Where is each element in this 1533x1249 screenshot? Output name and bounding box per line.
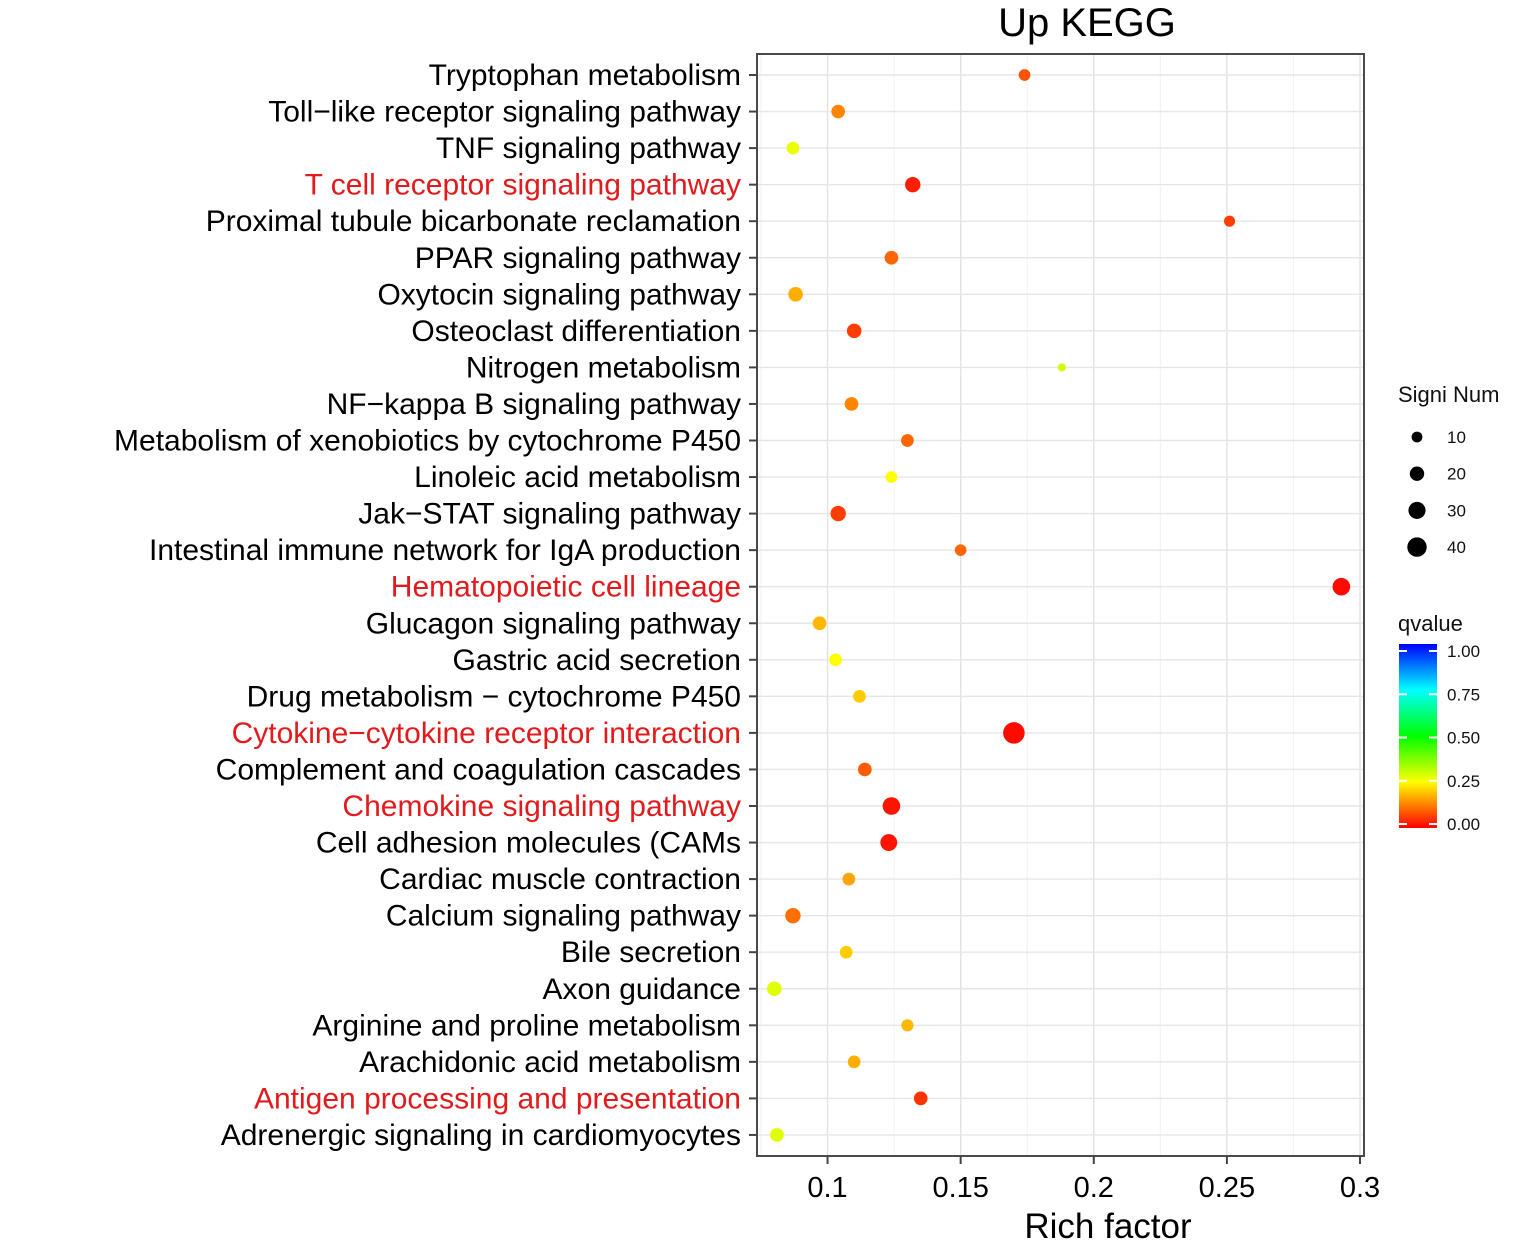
data-point: Osteoclast differentiation bbox=[846, 323, 862, 339]
data-point: Oxytocin signaling pathway bbox=[788, 287, 803, 302]
data-point: Complement and coagulation cascades bbox=[857, 762, 872, 777]
x-axis: 0.1 0.15 0.2 0.25 0.3 bbox=[807, 1156, 1380, 1204]
y-tick-label: Hematopoietic cell lineage bbox=[391, 571, 741, 604]
qvalue-colorbar bbox=[1399, 644, 1437, 828]
size-legend-key bbox=[1411, 431, 1423, 443]
y-tick-label: Chemokine signaling pathway bbox=[342, 790, 741, 823]
y-tick-label: Axon guidance bbox=[543, 973, 742, 1006]
y-tick-label: Glucagon signaling pathway bbox=[366, 607, 741, 640]
y-tick-label: TNF signaling pathway bbox=[436, 132, 741, 165]
data-point: Gastric acid secretion bbox=[829, 653, 842, 667]
y-tick-label: Jak−STAT signaling pathway bbox=[358, 498, 741, 531]
y-tick-label: Arachidonic acid metabolism bbox=[359, 1046, 741, 1079]
colorbar-label: 0.00 bbox=[1447, 815, 1480, 834]
data-points: Tryptophan metabolism Toll−like receptor … bbox=[767, 69, 1351, 1142]
data-point: Arachidonic acid metabolism bbox=[847, 1055, 861, 1069]
data-point: Nitrogen metabolism bbox=[1057, 363, 1066, 372]
data-point: TNF signaling pathway bbox=[786, 141, 800, 155]
colorbar-label: 0.25 bbox=[1447, 772, 1480, 791]
size-legend-label: 40 bbox=[1447, 538, 1466, 557]
data-point: Cell adhesion molecules (CAMs bbox=[880, 834, 898, 852]
data-point: Linoleic acid metabolism bbox=[885, 471, 898, 483]
plot-panel-border bbox=[756, 53, 1365, 1157]
x-tick-label: 0.25 bbox=[1199, 1172, 1255, 1204]
y-tick-label: Cardiac muscle contraction bbox=[379, 863, 741, 896]
size-legend-key bbox=[1408, 501, 1426, 519]
data-point: Cardiac muscle contraction bbox=[842, 872, 856, 886]
chart-title: Up KEGG bbox=[998, 1, 1176, 45]
y-tick-label: Cytokine−cytokine receptor interaction bbox=[232, 717, 741, 750]
size-legend-key bbox=[1409, 466, 1425, 481]
y-tick-label: Tryptophan metabolism bbox=[429, 59, 741, 92]
color-legend: qvalue 1.00 0.75 0.50 0.25 0.00 bbox=[1398, 611, 1480, 834]
y-tick-label: Osteoclast differentiation bbox=[411, 315, 741, 348]
data-point: NF−kappa B signaling pathway bbox=[844, 397, 859, 411]
y-tick-label: Cell adhesion molecules (CAMs bbox=[316, 827, 741, 860]
data-point: Intestinal immune network for IgA produc… bbox=[954, 544, 967, 556]
y-tick-label: PPAR signaling pathway bbox=[415, 242, 741, 275]
colorbar-label: 0.75 bbox=[1447, 685, 1480, 704]
data-point: Metabolism of xenobiotics by cytochrome … bbox=[901, 434, 914, 447]
colorbar-label: 0.50 bbox=[1447, 729, 1480, 748]
data-point: Chemokine signaling pathway bbox=[882, 797, 901, 815]
data-point: Bile secretion bbox=[839, 945, 853, 959]
y-tick-label: Calcium signaling pathway bbox=[386, 900, 741, 933]
color-legend-title: qvalue bbox=[1398, 611, 1463, 636]
x-tick-label: 0.2 bbox=[1074, 1172, 1114, 1204]
data-point: Adrenergic signaling in cardiomyocytes bbox=[770, 1128, 784, 1142]
y-tick-label: Complement and coagulation cascades bbox=[216, 753, 741, 786]
y-tick-label: Adrenergic signaling in cardiomyocytes bbox=[221, 1119, 741, 1152]
data-point: T cell receptor signaling pathway bbox=[905, 176, 921, 193]
data-point: Arginine and proline metabolism bbox=[901, 1019, 914, 1032]
x-tick-label: 0.3 bbox=[1340, 1172, 1380, 1204]
y-tick-label: Nitrogen metabolism bbox=[466, 351, 741, 384]
y-tick-label: Linoleic acid metabolism bbox=[414, 461, 741, 494]
size-legend-label: 10 bbox=[1447, 428, 1466, 447]
y-axis: Tryptophan metabolism Toll−like receptor … bbox=[114, 59, 757, 1152]
grid-lines bbox=[757, 54, 1364, 1156]
y-tick-label: Bile secretion bbox=[561, 936, 741, 969]
size-legend-title: Signi Num bbox=[1398, 382, 1499, 407]
data-point: Glucagon signaling pathway bbox=[812, 616, 827, 631]
y-tick-label: T cell receptor signaling pathway bbox=[305, 169, 741, 202]
y-tick-label: Drug metabolism − cytochrome P450 bbox=[247, 680, 741, 713]
y-tick-label: Antigen processing and presentation bbox=[254, 1082, 741, 1115]
data-point: Cytokine−cytokine receptor interaction bbox=[1003, 722, 1025, 744]
colorbar-label: 1.00 bbox=[1447, 642, 1480, 661]
size-legend-label: 30 bbox=[1447, 501, 1466, 520]
data-point: Hematopoietic cell lineage bbox=[1332, 577, 1351, 596]
y-tick-label: Toll−like receptor signaling pathway bbox=[268, 96, 741, 129]
data-point: Calcium signaling pathway bbox=[785, 907, 801, 924]
data-point: Axon guidance bbox=[767, 981, 782, 997]
size-legend: Signi Num 10 20 30 40 bbox=[1398, 382, 1499, 557]
data-point: Jak−STAT signaling pathway bbox=[830, 505, 846, 522]
x-tick-label: 0.1 bbox=[807, 1172, 847, 1204]
y-tick-label: Intestinal immune network for IgA produc… bbox=[149, 534, 741, 567]
y-tick-label: NF−kappa B signaling pathway bbox=[327, 388, 741, 421]
data-point: Proximal tubule bicarbonate reclamation bbox=[1224, 215, 1236, 227]
y-tick-label: Oxytocin signaling pathway bbox=[377, 278, 741, 311]
size-legend-label: 20 bbox=[1447, 465, 1466, 484]
y-tick-label: Proximal tubule bicarbonate reclamation bbox=[206, 205, 741, 238]
size-legend-key bbox=[1407, 537, 1427, 557]
data-point: PPAR signaling pathway bbox=[884, 250, 899, 265]
data-point: Antigen processing and presentation bbox=[913, 1091, 928, 1106]
x-axis-title: Rich factor bbox=[1024, 1207, 1192, 1246]
data-point: Toll−like receptor signaling pathway bbox=[831, 104, 846, 119]
data-point: Tryptophan metabolism bbox=[1018, 69, 1031, 81]
data-point: Drug metabolism − cytochrome P450 bbox=[853, 689, 866, 703]
y-tick-label: Gastric acid secretion bbox=[453, 644, 741, 677]
y-tick-label: Arginine and proline metabolism bbox=[312, 1009, 741, 1042]
y-tick-label: Metabolism of xenobiotics by cytochrome … bbox=[114, 425, 741, 458]
x-tick-label: 0.15 bbox=[932, 1172, 988, 1204]
